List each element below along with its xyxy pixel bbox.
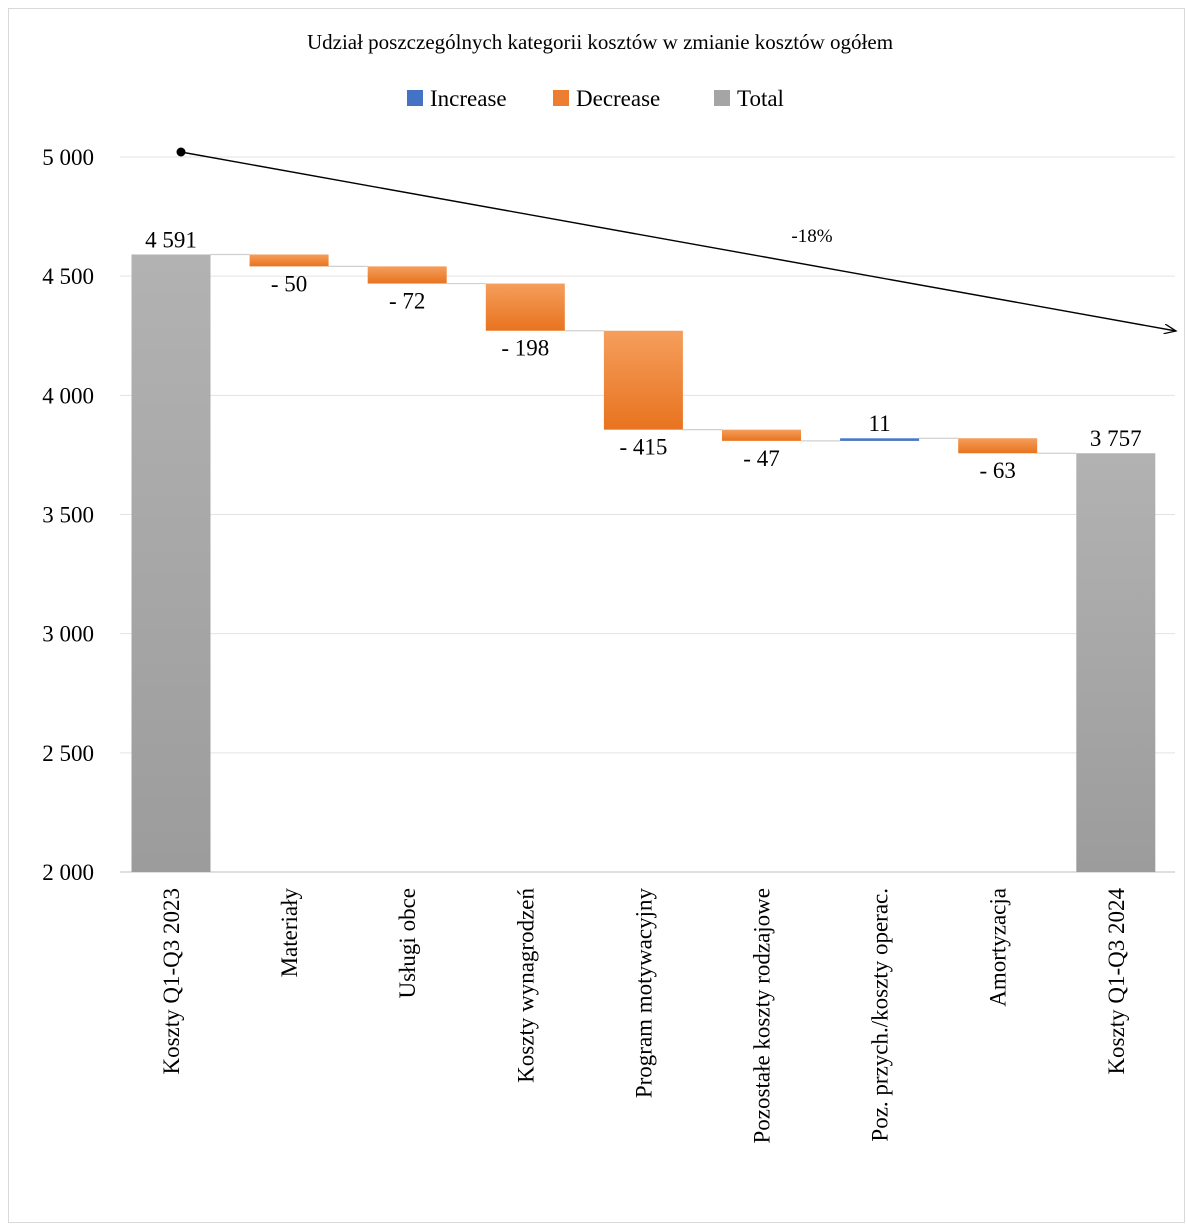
bar-decrease <box>249 254 329 267</box>
data-label: 3 757 <box>1090 426 1142 451</box>
bar-total <box>1076 453 1156 872</box>
x-axis: Koszty Q1-Q3 2023 Materiały Usługi obce Kos… <box>159 888 1129 1144</box>
data-labels: 4 591 - 50 - 72 - 198 - 415 - 47 11 - 63 3 757 <box>145 227 1142 483</box>
bar-decrease <box>958 438 1038 454</box>
y-tick-label: 3 000 <box>42 622 94 647</box>
connectors <box>210 253 1077 454</box>
x-tick-label: Materiały <box>277 888 302 978</box>
legend-label: Decrease <box>576 86 660 111</box>
x-tick-label: Poz. przych./koszty operac. <box>868 888 893 1142</box>
data-label: - 50 <box>271 271 307 296</box>
x-tick-label: Koszty wynagrodzeń <box>513 888 538 1083</box>
x-tick-label: Program motywacyjny <box>631 888 656 1099</box>
bar-decrease <box>367 266 447 284</box>
x-tick-label: Pozostałe koszty rodzajowe <box>750 888 775 1143</box>
y-tick-label: 2 500 <box>42 741 94 766</box>
legend-swatch-decrease <box>553 90 569 106</box>
data-label: - 47 <box>743 446 779 471</box>
x-tick-label: Koszty Q1-Q3 2024 <box>1104 888 1129 1075</box>
y-tick-label: 5 000 <box>42 145 94 170</box>
x-tick-label: Koszty Q1-Q3 2023 <box>159 888 184 1075</box>
data-label: 11 <box>869 411 891 436</box>
y-tick-label: 4 500 <box>42 264 94 289</box>
bar-decrease <box>603 330 683 430</box>
legend-swatch-total <box>714 90 730 106</box>
bar-total <box>131 254 211 872</box>
change-annotation: -18% <box>176 147 1177 332</box>
y-tick-label: 3 500 <box>42 503 94 528</box>
y-tick-label: 2 000 <box>42 860 94 885</box>
bar-decrease <box>485 283 565 331</box>
change-arrow <box>180 151 1176 331</box>
legend-swatch-increase <box>407 90 423 106</box>
bar-increase <box>840 438 920 441</box>
data-label: - 198 <box>501 336 549 361</box>
data-label: - 72 <box>389 289 425 314</box>
bar-decrease <box>722 429 801 441</box>
legend: Increase Decrease Total <box>407 86 784 111</box>
change-percent-label: -18% <box>791 226 832 247</box>
bars <box>131 254 1156 872</box>
x-tick-label: Usługi obce <box>395 888 420 999</box>
legend-label: Increase <box>430 86 507 111</box>
legend-label: Total <box>737 86 784 111</box>
x-tick-label: Amortyzacja <box>986 888 1011 1007</box>
data-label: - 63 <box>979 458 1015 483</box>
y-tick-label: 4 000 <box>42 383 94 408</box>
y-axis: 2 000 2 500 3 000 3 500 4 000 4 500 5 000 <box>42 145 94 885</box>
data-label: - 415 <box>619 435 667 460</box>
data-label: 4 591 <box>145 227 197 252</box>
chart-title: Udział poszczególnych kategorii kosztów … <box>307 30 893 54</box>
